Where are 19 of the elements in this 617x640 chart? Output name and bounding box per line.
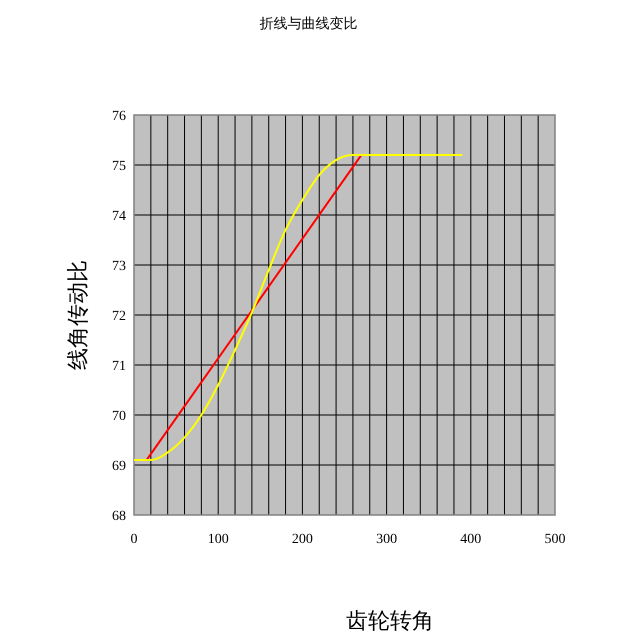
y-tick-label: 70	[112, 409, 126, 424]
x-tick-label: 500	[544, 532, 566, 547]
x-tick-label: 100	[208, 532, 229, 547]
y-tick-label: 75	[112, 159, 126, 174]
y-tick-label: 72	[112, 309, 126, 324]
y-axis-title: 线角传动比	[66, 260, 91, 370]
x-tick-label: 400	[460, 532, 482, 547]
y-tick-label: 69	[112, 459, 126, 474]
y-tick-label: 68	[112, 509, 126, 524]
y-tick-label: 76	[112, 109, 126, 124]
x-tick-label: 300	[376, 532, 398, 547]
y-tick-label: 73	[112, 259, 126, 274]
x-axis-title: 齿轮转角	[346, 609, 434, 634]
line-series	[133, 154, 464, 461]
y-tick-label: 71	[112, 359, 126, 374]
y-tick-label: 74	[112, 209, 126, 224]
chart-title: 折线与曲线变比	[260, 16, 358, 32]
x-tick-label: 0	[130, 532, 138, 547]
x-tick-label: 200	[292, 532, 313, 547]
